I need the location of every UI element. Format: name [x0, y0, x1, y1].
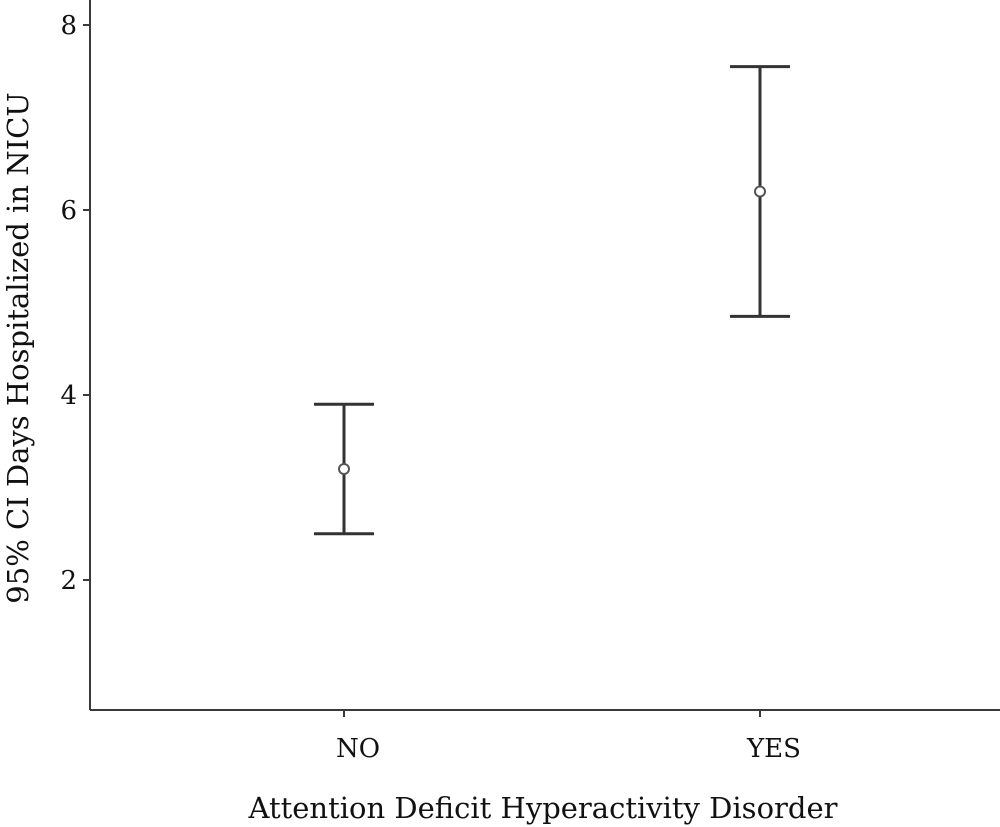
y-axis-ticks: 2 4 6 8: [60, 11, 90, 596]
mean-point-no: [338, 463, 350, 475]
x-tick-label: NO: [336, 734, 380, 764]
y-tick-label: 6: [60, 196, 77, 226]
y-axis-title: 95% CI Days Hospitalized in NICU: [1, 92, 35, 603]
x-axis-title: Attention Deficit Hyperactivity Disorder: [248, 791, 838, 825]
y-tick-label: 2: [60, 566, 77, 596]
data-marks: [314, 65, 790, 536]
y-tick-label: 4: [60, 381, 77, 411]
y-tick-label: 8: [60, 11, 77, 41]
mean-point-yes: [754, 185, 766, 198]
axes: [89, 0, 1000, 711]
x-tick-label: YES: [746, 734, 801, 764]
x-axis-ticks: NO YES: [336, 710, 801, 764]
